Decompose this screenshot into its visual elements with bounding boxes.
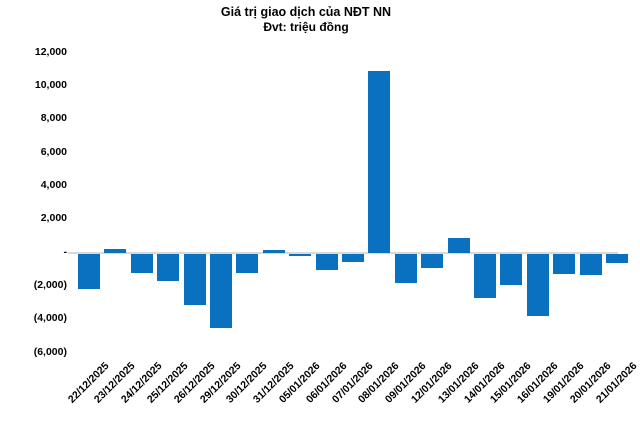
chart-title: Giá trị giao dịch của NĐT NN: [220, 5, 392, 19]
bar: [236, 253, 259, 273]
bar: [157, 253, 180, 281]
y-tick-label: 6,000: [40, 145, 67, 158]
bar: [394, 253, 417, 283]
bar: [447, 237, 470, 254]
bar: [368, 71, 391, 254]
y-tick-label: 12,000: [34, 45, 67, 58]
bar: [104, 249, 127, 254]
bar: [553, 253, 576, 275]
y-tick-label: (6,000): [33, 345, 67, 358]
y-tick-label: (2,000): [33, 279, 67, 292]
bar: [606, 253, 628, 264]
y-tick-label: 8,000: [40, 112, 67, 125]
bar: [262, 250, 285, 254]
y-tick-label: 10,000: [34, 79, 67, 92]
bar: [289, 253, 312, 256]
bar: [474, 253, 496, 299]
bar: [421, 253, 444, 269]
y-tick-label: -: [63, 245, 68, 258]
bar: [579, 253, 602, 276]
bar: [526, 253, 549, 316]
bar: [500, 253, 523, 286]
zero-axis-line: [68, 252, 618, 254]
chart-subtitle: Đvt: triệu đồng: [263, 20, 349, 34]
bar: [183, 253, 206, 306]
y-tick-label: (4,000): [33, 312, 67, 325]
bar: [78, 253, 100, 290]
bar: [210, 253, 232, 329]
bar: [130, 253, 153, 273]
bar: [315, 253, 338, 271]
bar: [342, 253, 364, 262]
y-tick-label: 4,000: [40, 179, 67, 192]
y-tick-label: 2,000: [40, 212, 67, 225]
